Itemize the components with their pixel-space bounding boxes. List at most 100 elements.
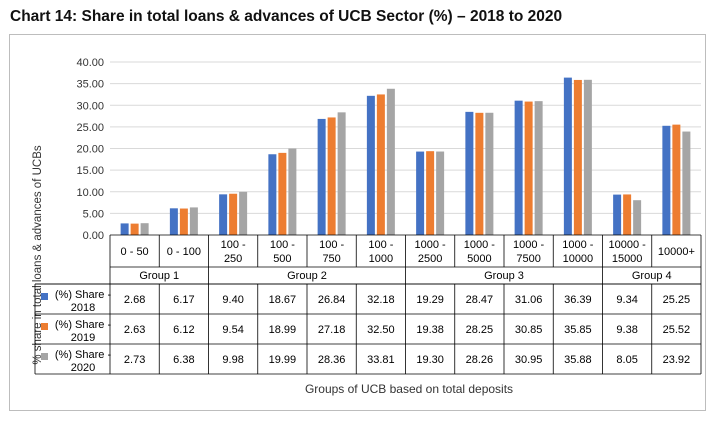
bar-2-1 xyxy=(130,223,139,235)
data-value-label: 2.73 xyxy=(124,354,145,366)
category-label-line2: 1000 xyxy=(369,253,393,265)
legend-swatch-3 xyxy=(41,353,48,360)
legend-label-line2: 2020 xyxy=(71,362,95,374)
data-value-label: 2.63 xyxy=(124,324,145,336)
bar-3-9 xyxy=(534,101,543,235)
bar-1-1 xyxy=(120,223,129,235)
bar-3-12 xyxy=(682,131,691,235)
category-label-line2: 15000 xyxy=(612,253,643,265)
data-value-label: 33.81 xyxy=(367,354,395,366)
bar-1-6 xyxy=(366,95,375,235)
y-tick-label: 5.00 xyxy=(83,208,104,220)
bar-1-10 xyxy=(563,77,572,235)
category-label: 100 - xyxy=(319,239,344,251)
data-value-label: 19.30 xyxy=(416,354,444,366)
data-value-label: 28.47 xyxy=(466,294,494,306)
data-value-label: 19.99 xyxy=(269,354,297,366)
data-value-label: 9.38 xyxy=(616,324,637,336)
data-value-label: 27.18 xyxy=(318,324,346,336)
legend-label: (%) Share - xyxy=(55,289,112,301)
category-label: 100 - xyxy=(368,239,393,251)
data-value-label: 25.25 xyxy=(663,294,691,306)
bar-2-2 xyxy=(179,208,188,235)
category-label: 1000 - xyxy=(415,239,447,251)
category-label: 0 - 100 xyxy=(167,246,201,258)
category-label-line2: 750 xyxy=(322,253,340,265)
bar-3-11 xyxy=(633,200,642,235)
category-label: 0 - 50 xyxy=(121,246,149,258)
bar-3-6 xyxy=(386,88,395,235)
bar-1-3 xyxy=(219,194,228,235)
bar-2-11 xyxy=(623,194,632,235)
bar-1-9 xyxy=(514,100,523,235)
group-label: Group 4 xyxy=(632,270,672,282)
data-value-label: 30.85 xyxy=(515,324,543,336)
data-value-label: 28.26 xyxy=(466,354,494,366)
bar-2-6 xyxy=(376,94,385,235)
bar-2-4 xyxy=(278,152,287,235)
data-value-label: 9.40 xyxy=(222,294,243,306)
bar-3-2 xyxy=(189,207,198,235)
data-value-label: 35.85 xyxy=(564,324,592,336)
chart-title: Chart 14: Share in total loans & advance… xyxy=(10,8,563,25)
category-label-line2: 5000 xyxy=(467,253,491,265)
category-label-line2: 10000 xyxy=(563,253,594,265)
category-label-line2: 7500 xyxy=(516,253,540,265)
y-axis-label: % share in total loans & advances of UCB… xyxy=(32,145,44,365)
category-label: 10000 - xyxy=(608,239,646,251)
category-label-line2: 250 xyxy=(224,253,242,265)
data-value-label: 8.05 xyxy=(616,354,637,366)
bar-2-12 xyxy=(672,124,681,235)
y-tick-label: 35.00 xyxy=(76,79,104,91)
bar-1-12 xyxy=(662,125,671,235)
data-value-label: 28.25 xyxy=(466,324,494,336)
category-label-line2: 2500 xyxy=(418,253,442,265)
data-value-label: 28.36 xyxy=(318,354,346,366)
bar-3-8 xyxy=(485,112,494,235)
data-value-label: 6.17 xyxy=(173,294,194,306)
category-label: 1000 - xyxy=(513,239,545,251)
category-label: 1000 - xyxy=(464,239,496,251)
bar-3-3 xyxy=(239,191,248,235)
data-value-label: 6.12 xyxy=(173,324,194,336)
data-value-label: 9.34 xyxy=(616,294,637,306)
category-label: 100 - xyxy=(270,239,295,251)
legend-label: (%) Share - xyxy=(55,349,112,361)
bar-2-10 xyxy=(573,79,582,235)
bar-3-4 xyxy=(288,148,297,235)
data-value-label: 32.18 xyxy=(367,294,395,306)
group-label: Group 2 xyxy=(287,270,327,282)
bar-2-5 xyxy=(327,117,336,235)
bar-1-5 xyxy=(317,118,326,235)
y-tick-label: 25.00 xyxy=(76,122,104,134)
data-value-label: 23.92 xyxy=(663,354,691,366)
category-label: 100 - xyxy=(221,239,246,251)
bar-3-7 xyxy=(436,151,445,235)
legend-label-line2: 2019 xyxy=(71,332,95,344)
bar-1-8 xyxy=(465,111,474,235)
data-value-label: 9.98 xyxy=(222,354,243,366)
bar-1-11 xyxy=(613,194,622,235)
y-tick-label: 0.00 xyxy=(83,230,104,242)
category-label-line2: 500 xyxy=(273,253,291,265)
data-value-label: 30.95 xyxy=(515,354,543,366)
y-tick-label: 10.00 xyxy=(76,187,104,199)
y-tick-label: 30.00 xyxy=(76,100,104,112)
y-tick-label: 15.00 xyxy=(76,165,104,177)
bar-3-10 xyxy=(583,79,592,235)
bar-1-2 xyxy=(169,208,178,235)
bar-2-8 xyxy=(475,112,484,235)
data-value-label: 19.29 xyxy=(416,294,444,306)
data-value-label: 19.38 xyxy=(416,324,444,336)
bar-1-4 xyxy=(268,154,277,235)
y-tick-label: 40.00 xyxy=(76,57,104,69)
legend-label-line2: 2018 xyxy=(71,302,95,314)
bar-2-3 xyxy=(229,193,238,235)
data-value-label: 6.38 xyxy=(173,354,194,366)
legend-swatch-2 xyxy=(41,323,48,330)
group-label: Group 1 xyxy=(139,270,179,282)
bar-1-7 xyxy=(416,151,425,235)
legend-swatch-1 xyxy=(41,293,48,300)
category-label: 10000+ xyxy=(658,246,695,258)
